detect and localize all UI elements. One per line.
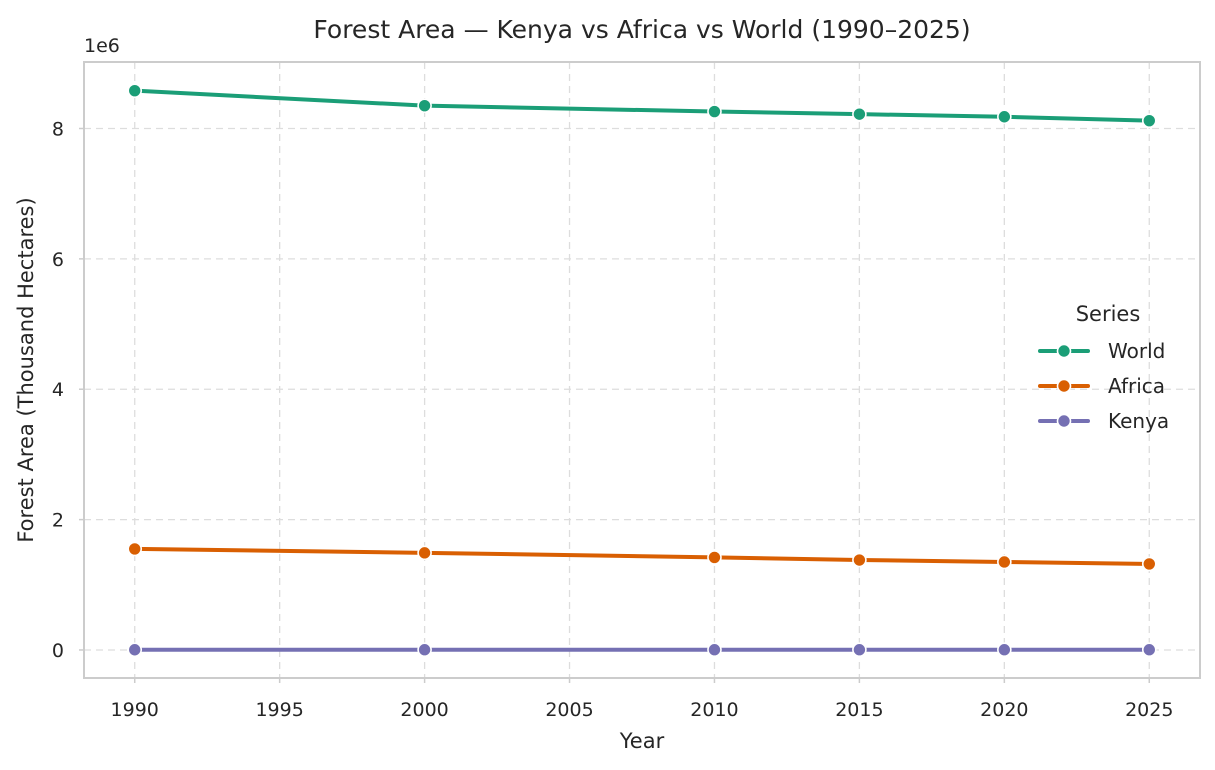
y-tick-label: 4 bbox=[52, 379, 64, 401]
data-point-africa bbox=[997, 554, 1012, 570]
series-line-africa bbox=[132, 546, 1152, 566]
data-point-world bbox=[127, 83, 143, 98]
legend: Series World Africa Kenya bbox=[1038, 302, 1169, 433]
data-point-africa bbox=[852, 552, 867, 568]
data-point-world bbox=[707, 104, 722, 119]
legend-item-world: World bbox=[1038, 339, 1165, 363]
x-tick-label: 1990 bbox=[111, 699, 159, 721]
legend-item-africa: Africa bbox=[1038, 374, 1165, 398]
data-point-kenya bbox=[1141, 642, 1157, 658]
x-tick-label: 2020 bbox=[980, 699, 1028, 721]
x-tick-label: 2010 bbox=[690, 699, 738, 721]
legend-item-kenya: Kenya bbox=[1038, 409, 1169, 433]
legend-marker bbox=[1056, 378, 1072, 394]
chart-title: Forest Area — Kenya vs Africa vs World (… bbox=[313, 15, 970, 44]
series-layer bbox=[127, 83, 1157, 658]
x-axis: 1990 1995 2000 2005 2010 2015 2020 2025 bbox=[111, 678, 1173, 721]
legend-label: World bbox=[1108, 339, 1165, 363]
y-tick-label: 8 bbox=[52, 118, 64, 140]
series-africa bbox=[127, 541, 1157, 572]
data-point-world bbox=[1141, 113, 1157, 128]
x-tick-label: 2005 bbox=[545, 699, 593, 721]
plot-frame bbox=[83, 61, 1201, 679]
legend-marker bbox=[1056, 413, 1072, 429]
data-point-kenya bbox=[997, 642, 1012, 658]
legend-label: Kenya bbox=[1108, 409, 1169, 433]
data-point-kenya bbox=[417, 642, 432, 658]
series-line-world bbox=[132, 88, 1152, 123]
data-point-world bbox=[997, 109, 1012, 125]
data-point-africa bbox=[707, 550, 722, 565]
y-tick-label: 2 bbox=[52, 510, 64, 532]
data-point-africa bbox=[1141, 556, 1157, 572]
y-offset-label: 1e6 bbox=[84, 35, 120, 57]
x-tick-label: 2025 bbox=[1125, 699, 1173, 721]
y-axis-label: Forest Area (Thousand Hectares) bbox=[14, 197, 38, 542]
x-axis-label: Year bbox=[619, 729, 665, 753]
x-tick-label: 2015 bbox=[835, 699, 883, 721]
x-tick-label: 2000 bbox=[400, 699, 448, 721]
data-point-world bbox=[852, 106, 867, 122]
data-point-world bbox=[417, 98, 432, 113]
legend-title: Series bbox=[1076, 302, 1141, 326]
data-point-kenya bbox=[852, 642, 867, 658]
legend-marker bbox=[1056, 343, 1072, 359]
data-point-africa bbox=[417, 545, 432, 561]
data-point-africa bbox=[127, 541, 143, 557]
y-axis: 0 2 4 6 8 bbox=[52, 118, 84, 662]
series-world bbox=[127, 83, 1157, 128]
y-tick-label: 6 bbox=[52, 249, 64, 271]
y-tick-label: 0 bbox=[52, 640, 64, 662]
data-point-kenya bbox=[707, 642, 722, 658]
data-point-kenya bbox=[127, 642, 143, 658]
legend-label: Africa bbox=[1108, 374, 1165, 398]
x-tick-label: 1995 bbox=[255, 699, 303, 721]
series-kenya bbox=[127, 642, 1157, 658]
grid bbox=[84, 62, 1200, 678]
